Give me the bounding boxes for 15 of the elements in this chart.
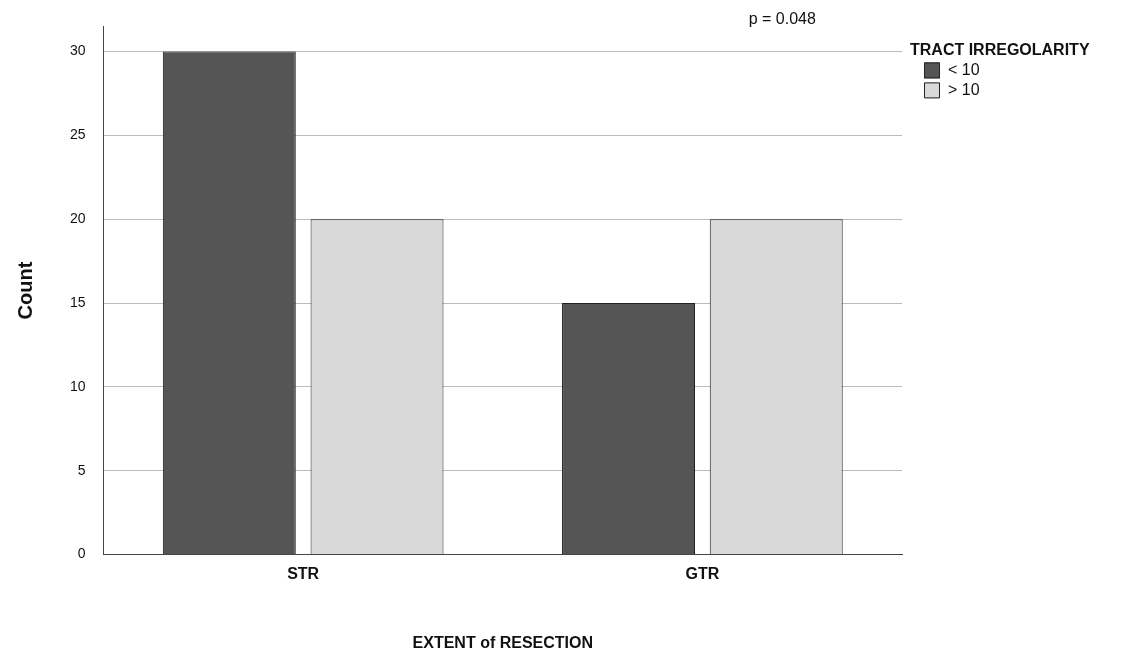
y-tick-label: 20 bbox=[69, 210, 86, 227]
legend-label: < 10 bbox=[948, 60, 980, 78]
y-tick-label: 15 bbox=[69, 293, 86, 310]
x-tick-label: GTR bbox=[685, 564, 720, 582]
y-tick-label: 10 bbox=[69, 377, 86, 394]
y-axis-title: Count bbox=[13, 261, 36, 320]
legend-label: > 10 bbox=[948, 80, 980, 98]
x-tick-label: STR bbox=[287, 564, 320, 582]
x-axis-title: EXTENT of RESECTION bbox=[412, 633, 594, 651]
y-tick-label: 25 bbox=[69, 126, 86, 143]
y-tick-label: 0 bbox=[77, 545, 86, 562]
annotation: p = 0.048 bbox=[748, 10, 816, 28]
y-tick-label: 5 bbox=[77, 461, 86, 478]
y-tick-label: 30 bbox=[69, 42, 86, 59]
legend-title: TRACT IRREGOLARITY bbox=[910, 40, 1090, 58]
